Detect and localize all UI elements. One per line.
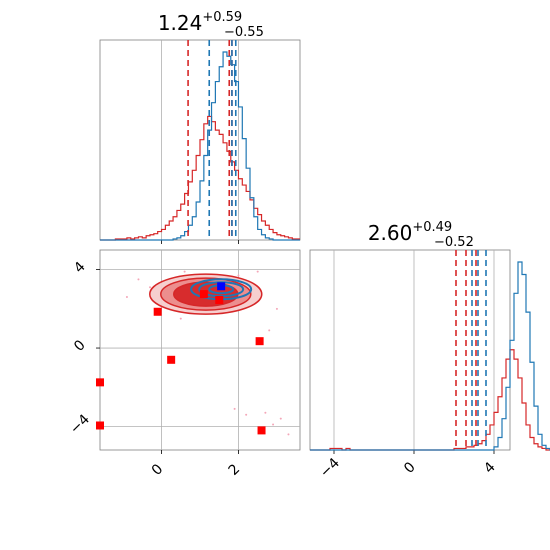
background-sample-point [233,407,236,410]
y-marginal-frame [309,249,511,451]
hist-series-line [310,261,550,451]
red-square-marker [199,290,208,299]
joint-frame [99,249,301,451]
y-marginal-title-sub: −0.52 [434,235,474,250]
x-marginal-frame [99,39,301,241]
red-square-marker [255,337,264,346]
red-square-marker [257,426,266,435]
x-marginal-panel: 1.24+0.59 −0.55 [99,10,301,244]
red-square-marker [96,421,104,430]
x-tick-label: 0 [401,459,419,477]
x-tick-label: 0 [149,461,167,479]
background-sample-point [268,329,271,332]
x-tick-label: 2 [226,461,244,479]
background-sample-point [272,423,275,426]
red-square-marker [96,378,104,387]
hist-series-line [100,51,300,241]
background-sample-point [237,274,240,277]
joint-panel: 0 2 −4 0 4 [67,249,301,479]
background-sample-point [183,270,186,273]
x-tick-label: −4 [317,455,343,481]
x-marginal-title-sub: −0.55 [224,25,264,40]
background-sample-point [287,433,290,436]
x-tick-label: 4 [481,459,499,477]
y-tick-label: 4 [71,259,89,277]
y-tick-label: −4 [67,411,93,437]
background-sample-point [245,413,248,416]
y-marginal-title: 2.60+0.49 [368,220,452,245]
background-sample-point [264,411,267,414]
red-square-marker [167,355,176,364]
y-tick-label: 0 [71,337,89,355]
hist-series-line [100,115,300,241]
blue-square-marker [217,282,226,291]
hist-series-line [310,349,550,451]
background-sample-point [275,307,278,310]
background-sample-point [179,317,182,320]
background-sample-point [137,278,140,281]
red-square-marker [153,307,162,316]
x-marginal-title: 1.24+0.59 [158,10,242,35]
background-sample-point [149,286,151,289]
background-sample-point [256,270,259,273]
y-marginal-panel: 2.60+0.49 −0.52 −4 0 4 [309,220,550,481]
background-sample-point [125,296,128,299]
background-sample-point [279,417,282,420]
red-square-marker [215,296,224,304]
